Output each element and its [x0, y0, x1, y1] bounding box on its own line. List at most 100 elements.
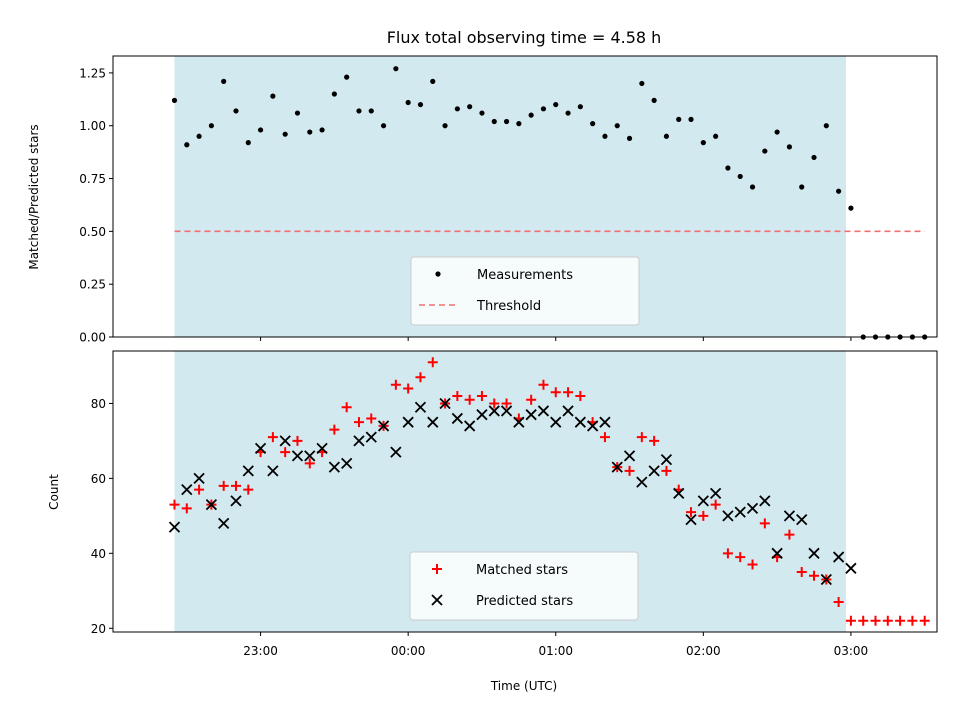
data-point [194, 484, 205, 495]
data-point [368, 108, 374, 114]
data-point [365, 431, 377, 443]
data-point [639, 80, 645, 87]
data-point [464, 420, 476, 432]
legend-label: Matched stars [476, 563, 568, 578]
legend-marker [431, 594, 443, 606]
data-point [230, 495, 242, 507]
x-tick-label: 03:00 [834, 644, 869, 658]
top-plot: 0.00 0.25 0.50 0.75 1.00 1.25 Measurements Thre… [79, 55, 938, 345]
data-point [304, 450, 316, 462]
data-point [823, 123, 829, 129]
data-point [516, 121, 522, 127]
data-point [307, 129, 313, 135]
data-point [784, 529, 795, 540]
data-point [479, 110, 485, 116]
data-point [774, 129, 780, 135]
data-point [221, 78, 227, 84]
data-point [500, 405, 513, 417]
data-point [356, 108, 362, 114]
data-point [614, 123, 620, 129]
data-point [452, 390, 463, 401]
data-point [181, 503, 192, 514]
data-point [710, 499, 721, 510]
data-point [587, 420, 599, 432]
data-point [168, 521, 181, 533]
data-point [848, 205, 854, 211]
data-point [808, 547, 820, 559]
data-point [626, 135, 633, 141]
y-tick-label: 1.00 [79, 119, 106, 133]
data-point [550, 416, 562, 428]
data-point [476, 409, 488, 421]
data-point [820, 573, 832, 586]
data-point [700, 140, 706, 146]
data-point [845, 615, 856, 626]
data-point [737, 173, 743, 180]
data-point [328, 461, 341, 473]
data-point [233, 108, 239, 114]
data-point [660, 454, 673, 466]
data-point [218, 480, 229, 491]
top-legend: Measurements Threshold [410, 256, 640, 326]
data-point [734, 506, 746, 518]
data-point [590, 121, 596, 127]
data-point [725, 165, 731, 171]
data-point [563, 387, 574, 398]
legend-box [409, 551, 639, 621]
data-point [405, 99, 411, 106]
data-point [759, 518, 770, 529]
x-tick-label: 02:00 [686, 644, 721, 658]
data-point [713, 133, 719, 139]
data-point [218, 517, 230, 529]
legend-box [410, 256, 640, 326]
y-tick-label: 0.50 [79, 225, 106, 239]
data-point [208, 123, 214, 129]
data-point [648, 465, 660, 477]
data-point [417, 101, 424, 108]
data-point [538, 379, 549, 390]
data-point [196, 133, 202, 139]
data-point [414, 401, 427, 413]
data-point [489, 398, 500, 409]
legend-label: Predicted stars [476, 594, 573, 609]
bottom-axes-frame [112, 350, 938, 633]
data-point [919, 615, 930, 626]
data-point [503, 118, 510, 125]
data-point [673, 487, 685, 500]
data-point [205, 498, 218, 511]
data-point [649, 435, 660, 446]
data-point [623, 450, 636, 462]
data-point [562, 405, 574, 417]
data-point [304, 458, 315, 469]
x-tick-label: 00:00 [391, 644, 426, 658]
data-point [735, 552, 746, 563]
data-point [624, 465, 635, 476]
data-point [184, 142, 190, 148]
y-tick-label: 60 [91, 472, 106, 486]
data-point [676, 116, 682, 122]
data-point [833, 597, 844, 608]
data-point [476, 390, 487, 401]
data-point [171, 97, 178, 103]
data-point [858, 615, 869, 626]
data-point [636, 432, 647, 443]
data-point [427, 416, 439, 428]
data-point [377, 420, 390, 432]
data-point [341, 402, 352, 413]
bottom-series-predicted-stars [168, 397, 857, 586]
data-point [279, 435, 291, 447]
data-point [344, 74, 350, 80]
data-point [599, 432, 610, 443]
data-point [331, 91, 337, 97]
data-point [811, 154, 817, 161]
data-point [282, 131, 288, 137]
data-point [796, 513, 808, 526]
data-point [193, 472, 205, 485]
y-tick-label: 0.75 [79, 172, 106, 186]
data-point [353, 435, 365, 447]
data-point [291, 450, 304, 462]
data-point [181, 483, 193, 496]
y-tick-label: 80 [91, 397, 106, 411]
data-point [698, 510, 709, 521]
data-point [575, 390, 586, 401]
